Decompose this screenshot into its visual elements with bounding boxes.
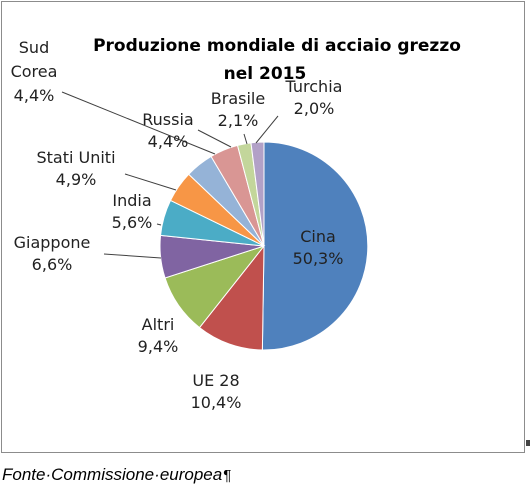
slice-label-stati-uniti: Stati Uniti 4,9% (36, 148, 115, 189)
leader-line-sud-corea (61, 91, 216, 155)
caption-word-european: europea (159, 465, 223, 484)
slice-value-giappone: 6,6% (32, 255, 73, 274)
slice-value-india: 5,6% (112, 213, 153, 232)
leader-line-turchia (255, 115, 279, 144)
slice-name-altri: Altri (142, 315, 175, 334)
pie-slice-cina (261, 141, 369, 351)
slice-name-russia: Russia (142, 110, 193, 129)
leader-line-giappone (103, 253, 162, 259)
pie-slice-turchia (250, 141, 265, 247)
slice-value-stati-uniti: 4,9% (56, 170, 97, 189)
slice-value-russia: 4,4% (148, 132, 189, 151)
pilcrow-mark: ¶ (223, 467, 232, 484)
leader-line-stati-uniti (124, 173, 177, 191)
slice-label-altri: Altri 9,4% (138, 315, 179, 356)
slice-label-sud-corea: Sud Corea 4,4% (11, 38, 58, 105)
chart-title-line-2: nel 2015 (224, 64, 307, 84)
slice-name-cina: Cina (300, 227, 336, 246)
chart-title-line-1: Produzione mondiale di acciaio grezzo (93, 36, 461, 56)
leader-line-russia (197, 129, 232, 148)
slice-label-giappone: Giappone 6,6% (14, 233, 91, 274)
slice-value-ue-28: 10,4% (191, 393, 242, 412)
slice-value-sud-corea: 4,4% (14, 86, 55, 105)
leader-line-india (156, 223, 162, 226)
leader-lines (61, 91, 279, 259)
pie-chart: Produzione mondiale di acciaio grezzo nel… (11, 36, 461, 412)
slice-value-cina: 50,3% (293, 249, 344, 268)
caption-separator: · (154, 465, 160, 484)
pie-slices (159, 141, 369, 351)
slice-name-turchia: Turchia (285, 77, 343, 96)
leader-line-brasile (243, 133, 248, 145)
caption-word-commission: Commissione (51, 465, 155, 484)
slice-value-altri: 9,4% (138, 337, 179, 356)
slice-name-ue-28: UE 28 (192, 371, 239, 390)
slice-label-brasile: Brasile 2,1% (211, 89, 265, 130)
slice-name-india: India (112, 191, 151, 210)
slice-labels: Cina 50,3% UE 28 10,4% Altri 9,4% Giappone 6,6%… (11, 38, 344, 412)
slice-name-giappone: Giappone (14, 233, 91, 252)
slice-label-cina: Cina 50,3% (293, 227, 344, 268)
slice-label-russia: Russia 4,4% (142, 110, 193, 151)
source-caption: Fonte·Commissione·europea¶ (2, 465, 231, 485)
slice-value-brasile: 2,1% (218, 111, 259, 130)
slice-name-sud-corea: Sud (19, 38, 49, 57)
slice-name-stati-uniti: Stati Uniti (36, 148, 115, 167)
slice-value-turchia: 2,0% (294, 99, 335, 118)
edge-mark (526, 440, 530, 446)
chart-title: Produzione mondiale di acciaio grezzo nel… (93, 36, 461, 84)
slice-name-brasile: Brasile (211, 89, 265, 108)
slice-label-ue-28: UE 28 10,4% (191, 371, 242, 412)
slice-label-india: India 5,6% (112, 191, 153, 232)
slice-name-sud-corea: Corea (11, 62, 58, 81)
caption-word-source: Fonte (2, 465, 46, 484)
caption-separator: · (45, 465, 52, 484)
slice-label-turchia: Turchia 2,0% (285, 77, 343, 118)
